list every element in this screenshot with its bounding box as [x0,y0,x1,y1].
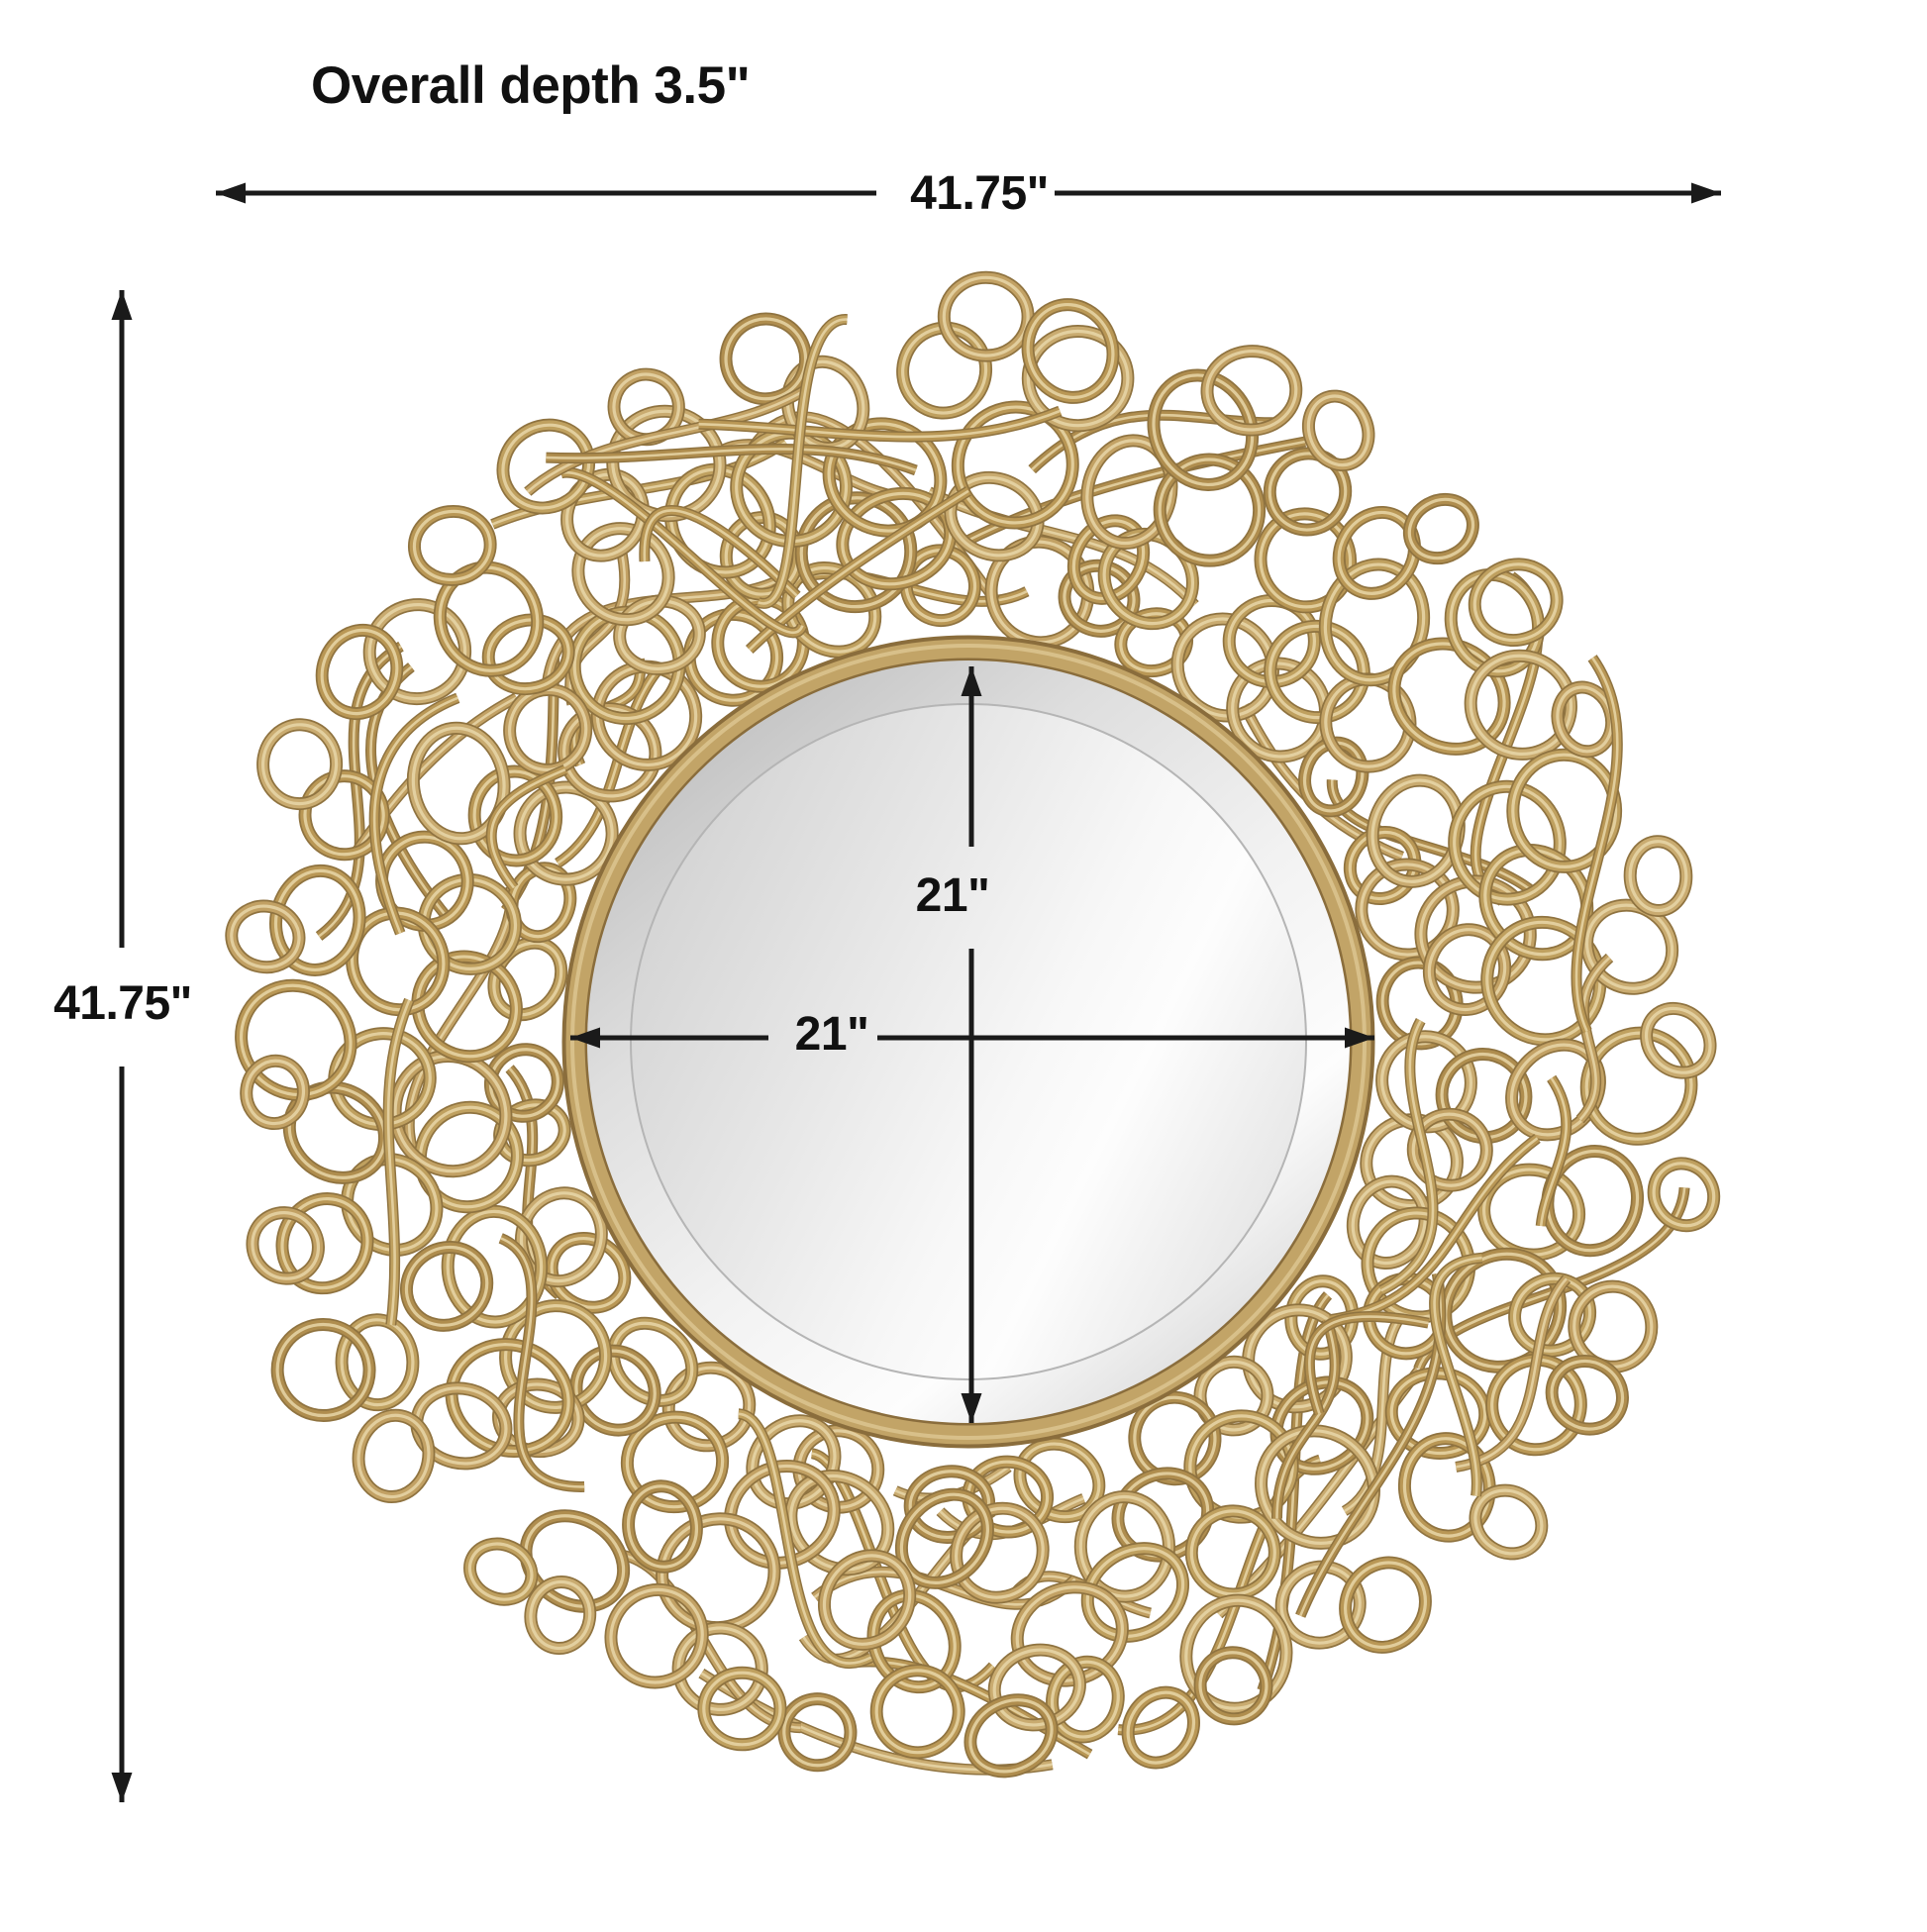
overall-height-label: 41.75" [53,977,192,1030]
overall-depth-label: Overall depth 3.5" [311,56,751,115]
dimension-lines [111,182,1721,1802]
swirl-frame [225,270,1721,1779]
overall-width-label: 41.75" [910,167,1049,220]
swirl-strands-over [368,314,1623,1669]
swirl-loops [225,270,1721,1779]
mirror-glass-width-label: 21" [794,1008,869,1061]
mirror-glass [587,661,1350,1423]
mirror-glass-height-label: 21" [915,869,990,922]
